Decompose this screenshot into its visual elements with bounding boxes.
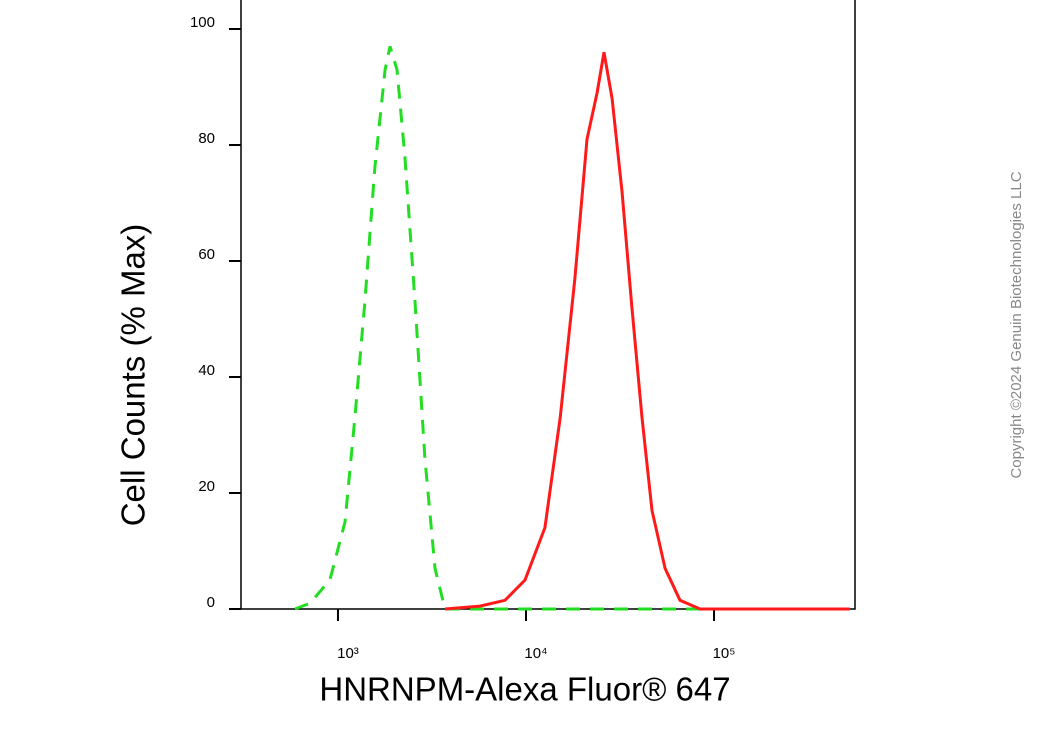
y-tick-label: 0 <box>207 594 215 611</box>
y-tick-label: 80 <box>198 130 215 147</box>
watermark: Copyright ©2024 Genuin Biotechnologies L… <box>1008 171 1025 478</box>
y-tick-label: 100 <box>190 14 215 31</box>
y-tick-label: 20 <box>198 478 215 495</box>
y-axis-title: Cell Counts (% Max) <box>115 224 152 527</box>
y-tick-label: 60 <box>198 246 215 263</box>
x-tick-label: 10⁴ <box>524 645 547 662</box>
histogram-line <box>444 51 850 611</box>
x-tick-label: 10³ <box>337 645 359 662</box>
x-axis-title: HNRNPM-Alexa Fluor® 647 <box>319 671 730 708</box>
y-tick-label: 40 <box>198 362 215 379</box>
x-tick-label: 10⁵ <box>713 645 736 662</box>
histogram-line <box>294 45 850 611</box>
plot-frame <box>240 0 856 610</box>
